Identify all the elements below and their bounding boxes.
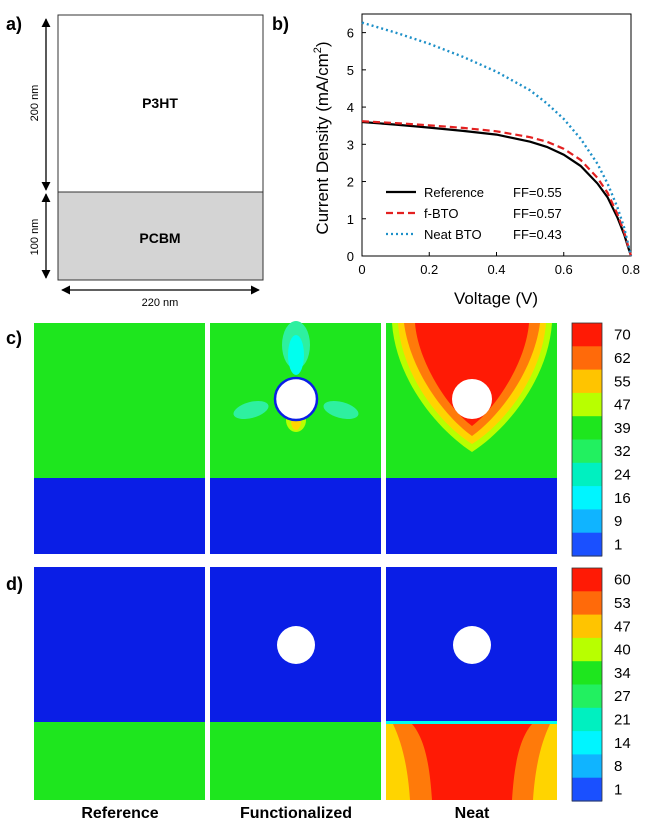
colorbar-swatch bbox=[572, 439, 602, 464]
colorbar-swatch bbox=[572, 777, 602, 802]
y-tick-label: 6 bbox=[347, 26, 354, 41]
panel-a: a) P3HT PCBM 200 nm 100 nm 220 nm bbox=[6, 14, 264, 309]
colorbar-swatch bbox=[572, 369, 602, 394]
nanoparticle-d-functionalized bbox=[277, 626, 315, 664]
pcbm-thickness-label: 100 nm bbox=[29, 219, 41, 256]
colorbar-swatch bbox=[572, 462, 602, 487]
jv-chart: 0 0.2 0.4 0.6 0.8 0 1 2 3 4 5 6 Reference FF=0.55 f-BT… bbox=[347, 13, 640, 277]
map-d-functionalized bbox=[210, 567, 381, 800]
colorbar-swatch bbox=[572, 568, 602, 592]
colorbar-swatch bbox=[572, 614, 602, 639]
column-label-functionalized: Functionalized bbox=[240, 805, 352, 822]
y-tick-label: 5 bbox=[347, 63, 354, 78]
colorbar-label: 32 bbox=[614, 443, 631, 460]
p3ht-thickness-label: 200 nm bbox=[29, 85, 41, 122]
colorbar-label: 53 bbox=[614, 595, 631, 612]
panel-c-label: c) bbox=[6, 328, 22, 348]
colorbar-label: 40 bbox=[614, 642, 631, 659]
colorbar-label: 1 bbox=[614, 781, 622, 798]
colorbar-label: 27 bbox=[614, 688, 631, 705]
colorbar-label: 70 bbox=[614, 327, 631, 344]
colorbar-swatch bbox=[572, 532, 602, 557]
colorbar-swatch bbox=[572, 416, 602, 441]
width-label: 220 nm bbox=[142, 297, 179, 309]
colorbar-label: 24 bbox=[614, 466, 631, 483]
colorbar-swatch bbox=[572, 754, 602, 779]
legend-ff-label: FF=0.55 bbox=[513, 185, 562, 200]
map-d-reference bbox=[34, 567, 205, 800]
colorbar-swatch bbox=[572, 392, 602, 417]
colorbar-label: 62 bbox=[614, 350, 631, 367]
p3ht-layer bbox=[57, 14, 264, 193]
colorbar-label: 8 bbox=[614, 758, 622, 775]
x-tick-label: 0.2 bbox=[420, 262, 438, 277]
pcbm-layer bbox=[57, 191, 264, 281]
colorbar-swatch bbox=[572, 731, 602, 755]
colorbar-c: 70 62 55 47 39 32 24 16 9 1 bbox=[571, 322, 631, 557]
y-tick-label: 1 bbox=[347, 212, 354, 227]
pcbm-label: PCBM bbox=[139, 230, 180, 246]
panel-a-label: a) bbox=[6, 14, 22, 34]
colorbar-frame bbox=[571, 567, 603, 802]
x-tick-label: 0 bbox=[358, 262, 365, 277]
colorbar-label: 34 bbox=[614, 665, 631, 682]
colorbar-swatch bbox=[572, 346, 602, 371]
legend-label: f-BTO bbox=[424, 206, 458, 221]
colorbar-swatch bbox=[572, 661, 602, 686]
legend-ff-label: FF=0.57 bbox=[513, 206, 562, 221]
colorbar-swatch bbox=[572, 591, 602, 616]
column-label-reference: Reference bbox=[81, 805, 158, 822]
panel-c: c) 70 62 55 47 39 32 24 16 9 1 bbox=[6, 321, 631, 557]
x-axis-title: Voltage (V) bbox=[454, 289, 538, 308]
colorbar-label: 60 bbox=[614, 572, 631, 589]
colorbar-d: 60 53 47 40 34 27 21 14 8 1 bbox=[571, 567, 631, 802]
colorbar-label: 47 bbox=[614, 397, 631, 414]
x-tick-label: 0.6 bbox=[555, 262, 573, 277]
x-tick-label: 0.8 bbox=[622, 262, 640, 277]
series-line-f-bto bbox=[361, 120, 633, 257]
series-line-neat-bto bbox=[361, 21, 633, 257]
colorbar-frame bbox=[571, 322, 603, 557]
series-line-reference bbox=[361, 120, 633, 257]
map-c-neat bbox=[386, 323, 557, 554]
legend-ff-label: FF=0.43 bbox=[513, 227, 562, 242]
nanoparticle-c-functionalized bbox=[273, 376, 319, 422]
colorbar-label: 55 bbox=[614, 373, 631, 390]
nanoparticle-c-neat bbox=[452, 379, 492, 419]
panel-d: d) 60 53 47 40 34 27 21 14 8 1 bbox=[6, 567, 631, 802]
x-tick-label: 0.4 bbox=[487, 262, 505, 277]
map-c-reference bbox=[34, 323, 205, 554]
colorbar-label: 39 bbox=[614, 420, 631, 437]
y-tick-label: 4 bbox=[347, 100, 354, 115]
y-tick-label: 0 bbox=[347, 249, 354, 264]
colorbar-label: 14 bbox=[614, 735, 631, 752]
y-axis-title: Current Density (mA/cm2) bbox=[312, 41, 332, 234]
colorbar-swatch bbox=[572, 323, 602, 347]
colorbar-swatch bbox=[572, 637, 602, 662]
colorbar-label: 21 bbox=[614, 711, 631, 728]
column-label-neat: Neat bbox=[455, 805, 490, 822]
colorbar-label: 16 bbox=[614, 490, 631, 507]
panel-d-label: d) bbox=[6, 574, 23, 594]
y-tick-label: 3 bbox=[347, 137, 354, 152]
colorbar-swatch bbox=[572, 684, 602, 709]
colorbar-swatch bbox=[572, 486, 602, 510]
colorbar-swatch bbox=[572, 509, 602, 534]
colorbar-swatch bbox=[572, 707, 602, 732]
map-c-functionalized bbox=[210, 321, 381, 554]
panel-b: b) 0 0.2 0.4 0.6 0.8 0 1 2 3 4 5 6 Reference FF=0.55 f… bbox=[272, 13, 640, 308]
y-tick-label: 2 bbox=[347, 175, 354, 190]
p3ht-label: P3HT bbox=[142, 95, 178, 111]
legend-label: Reference bbox=[424, 185, 484, 200]
map-d-neat bbox=[386, 567, 557, 800]
colorbar-label: 9 bbox=[614, 513, 622, 530]
panel-b-label: b) bbox=[272, 14, 289, 34]
nanoparticle-d-neat bbox=[453, 626, 491, 664]
colorbar-label: 47 bbox=[614, 618, 631, 635]
colorbar-label: 1 bbox=[614, 536, 622, 553]
legend-label: Neat BTO bbox=[424, 227, 482, 242]
